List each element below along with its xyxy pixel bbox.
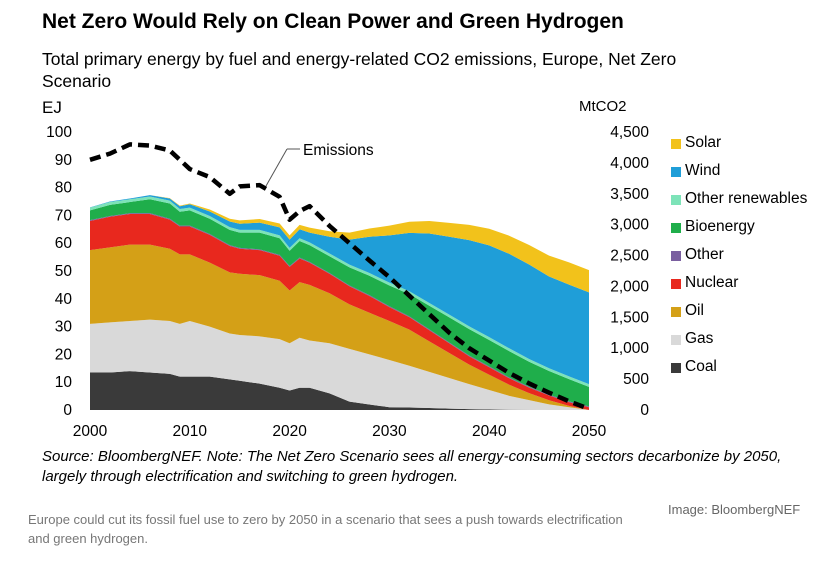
chart-subtitle: Total primary energy by fuel and energy-… [42,49,677,91]
area-nuclear [90,214,589,410]
x-tick-label: 2020 [272,423,307,440]
y2-tick-label: 1,000 [610,340,649,357]
legend-label: Wind [685,162,721,179]
y-tick-label: 60 [55,235,73,252]
x-tick-label: 2050 [572,423,607,440]
legend-swatch [671,195,681,205]
legend-swatch [671,223,681,233]
legend-label: Other renewables [685,190,808,207]
area-oil [90,244,589,410]
x-tick-label: 2030 [372,423,407,440]
area-coal [90,371,589,410]
legend-swatch [671,251,681,261]
y-tick-label: 10 [55,374,73,391]
y-tick-label: 100 [46,124,72,141]
y-tick-label: 90 [55,152,73,169]
emissions-annotation: Emissions [303,142,374,159]
y2-tick-label: 2,500 [610,248,649,265]
source-note: Source: BloombergNEF. Note: The Net Zero… [42,448,782,485]
y-tick-label: 30 [55,319,73,336]
y2-tick-label: 0 [640,402,649,419]
emissions-line [89,142,590,411]
legend-label: Bioenergy [685,218,755,235]
y2-tick-label: 500 [623,371,649,388]
legend-swatch [671,167,681,177]
area-bioenergy [90,199,589,407]
y2-tick-label: 3,000 [610,217,649,234]
legend-swatch [671,307,681,317]
y2-tick-label: 2,000 [610,278,649,295]
y-tick-label: 70 [55,207,73,224]
legend-swatch [671,279,681,289]
legend-swatch [671,363,681,373]
legend-label: Coal [685,358,717,375]
area-solar [90,195,589,293]
y-tick-label: 40 [55,291,73,308]
legend-label: Solar [685,134,722,151]
chart-title: Net Zero Would Rely on Clean Power and G… [42,10,624,33]
y-axis-label-right: MtCO2 [579,98,627,115]
area-wind [90,195,589,385]
y-tick-label: 20 [55,346,73,363]
image-caption: Europe could cut its fossil fuel use to … [28,512,623,546]
x-tick-label: 2010 [173,423,208,440]
y2-tick-label: 4,500 [610,124,649,141]
legend-swatch [671,335,681,345]
chart-plot: Emissions010203040506070809010005001,000… [46,124,649,440]
emissions-leader-line [265,148,288,187]
legend-label: Other [685,246,724,263]
y2-tick-label: 3,500 [610,186,649,203]
y-tick-label: 0 [63,402,72,419]
legend-label: Oil [685,302,704,319]
legend-label: Nuclear [685,274,739,291]
y-tick-label: 50 [55,263,73,280]
x-tick-label: 2000 [73,423,108,440]
x-tick-label: 2040 [472,423,507,440]
legend-label: Gas [685,330,714,347]
legend-swatch [671,139,681,149]
image-credit: Image: BloombergNEF [668,502,801,517]
area-gas [90,319,589,410]
y-axis-label-left: EJ [42,98,62,117]
y2-tick-label: 1,500 [610,309,649,326]
y2-tick-label: 4,000 [610,155,649,172]
y-tick-label: 80 [55,180,73,197]
